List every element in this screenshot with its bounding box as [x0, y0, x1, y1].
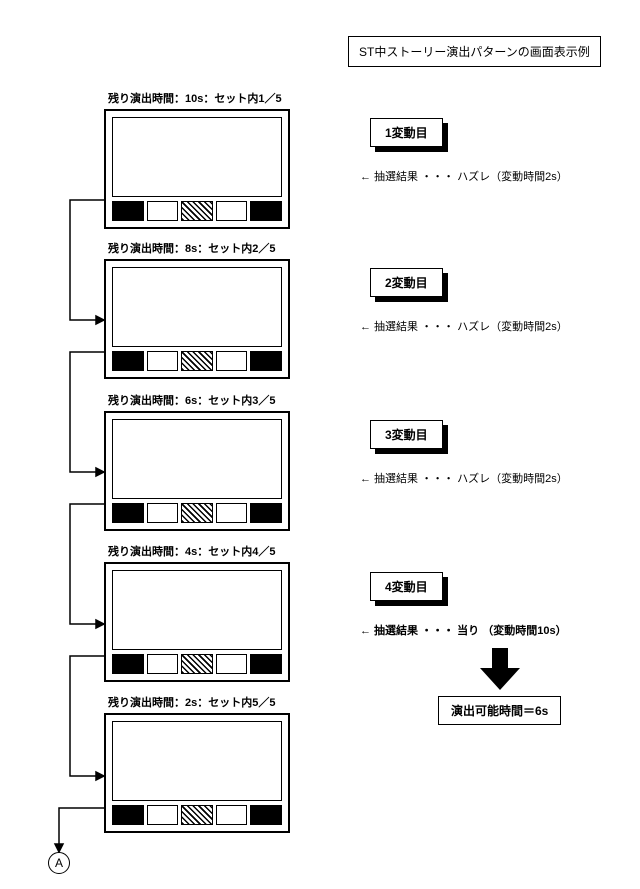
lamp-cell-black [112, 654, 144, 674]
lamp-cell-hatch [181, 351, 213, 371]
lamp-cell-white [216, 351, 248, 371]
screen-label: 残り演出時間：6s：セット内3／5 [108, 392, 290, 408]
lamp-cell-white [147, 805, 179, 825]
lamp-cell-white [147, 351, 179, 371]
screen-lamp-bar [112, 805, 282, 825]
step-title-box-3: 3変動目 [370, 420, 443, 449]
screen-block-2: 残り演出時間：8s：セット内2／5 [104, 240, 290, 379]
screen-lamp-bar [112, 654, 282, 674]
screen-display-area [112, 117, 282, 197]
screen-lamp-bar [112, 351, 282, 371]
screen-display-area [112, 721, 282, 801]
lamp-cell-black [250, 805, 282, 825]
screen-label: 残り演出時間：2s：セット内5／5 [108, 694, 290, 710]
lamp-cell-white [147, 654, 179, 674]
screen-frame [104, 562, 290, 682]
header-title-box: ST中ストーリー演出パターンの画面表示例 [348, 36, 601, 67]
screen-block-4: 残り演出時間：4s：セット内4／5 [104, 543, 290, 682]
step-title: 1変動目 [370, 118, 443, 147]
lamp-cell-hatch [181, 654, 213, 674]
step-title: 3変動目 [370, 420, 443, 449]
connector-label: A [55, 856, 63, 870]
lottery-result-line: ← 抽選結果 ・・・ 当り （変動時間10s） [360, 622, 567, 638]
lamp-cell-white [216, 805, 248, 825]
step-title-box-2: 2変動目 [370, 268, 443, 297]
screen-label: 残り演出時間：10s：セット内1／5 [108, 90, 290, 106]
lamp-cell-white [147, 201, 179, 221]
lamp-cell-white [216, 503, 248, 523]
down-arrow-icon [480, 648, 520, 695]
lottery-result-line: ← 抽選結果 ・・・ ハズレ（変動時間2s） [360, 470, 568, 486]
screen-block-3: 残り演出時間：6s：セット内3／5 [104, 392, 290, 531]
lamp-cell-hatch [181, 201, 213, 221]
flow-connectors [0, 0, 640, 889]
screen-lamp-bar [112, 201, 282, 221]
lottery-result-line: ← 抽選結果 ・・・ ハズレ（変動時間2s） [360, 318, 568, 334]
final-result-text: 演出可能時間＝6s [451, 704, 548, 718]
lamp-cell-black [250, 351, 282, 371]
lamp-cell-hatch [181, 503, 213, 523]
final-result-box: 演出可能時間＝6s [438, 696, 561, 725]
lamp-cell-black [112, 201, 144, 221]
screen-label: 残り演出時間：8s：セット内2／5 [108, 240, 290, 256]
lamp-cell-black [112, 503, 144, 523]
lamp-cell-hatch [181, 805, 213, 825]
lamp-cell-white [216, 201, 248, 221]
screen-display-area [112, 570, 282, 650]
lamp-cell-white [147, 503, 179, 523]
screen-frame [104, 713, 290, 833]
flow-connector-a: A [48, 852, 70, 874]
step-title-box-4: 4変動目 [370, 572, 443, 601]
lottery-result-line: ← 抽選結果 ・・・ ハズレ（変動時間2s） [360, 168, 568, 184]
step-title: 4変動目 [370, 572, 443, 601]
step-title: 2変動目 [370, 268, 443, 297]
screen-frame [104, 259, 290, 379]
lamp-cell-black [112, 805, 144, 825]
lamp-cell-black [250, 503, 282, 523]
screen-label: 残り演出時間：4s：セット内4／5 [108, 543, 290, 559]
lamp-cell-black [250, 201, 282, 221]
header-title: ST中ストーリー演出パターンの画面表示例 [359, 45, 590, 59]
screen-display-area [112, 267, 282, 347]
screen-lamp-bar [112, 503, 282, 523]
screen-frame [104, 411, 290, 531]
screen-block-5: 残り演出時間：2s：セット内5／5 [104, 694, 290, 833]
lamp-cell-black [112, 351, 144, 371]
lamp-cell-white [216, 654, 248, 674]
screen-block-1: 残り演出時間：10s：セット内1／5 [104, 90, 290, 229]
screen-display-area [112, 419, 282, 499]
step-title-box-1: 1変動目 [370, 118, 443, 147]
screen-frame [104, 109, 290, 229]
lamp-cell-black [250, 654, 282, 674]
